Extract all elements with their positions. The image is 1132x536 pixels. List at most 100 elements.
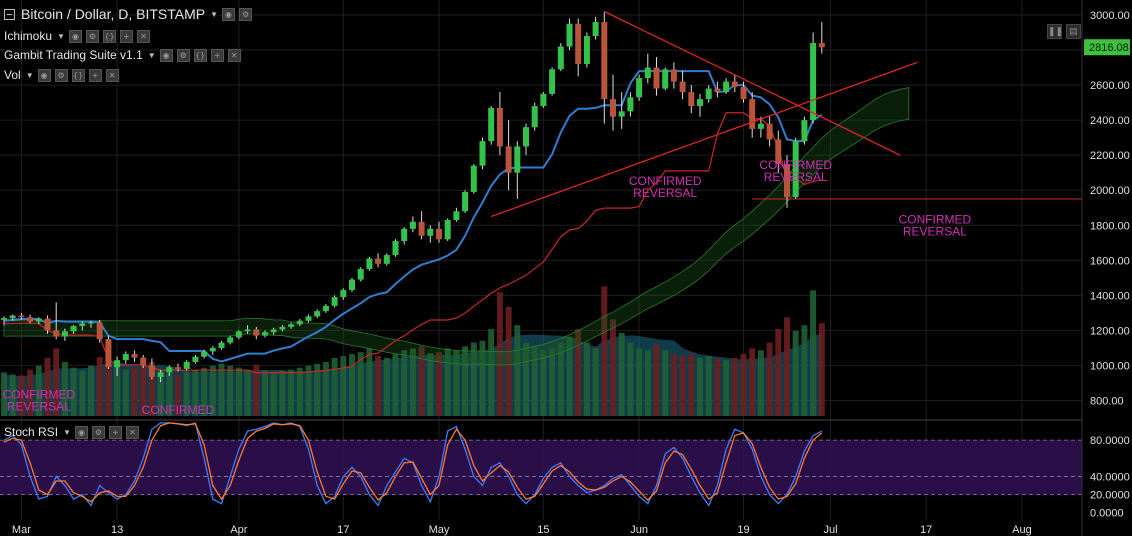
chevron-down-icon[interactable]: ▼ [57,31,65,41]
candle-body [53,330,60,337]
indicator-label: Stoch RSI [4,425,59,439]
settings-icon[interactable]: ⚙ [54,68,68,82]
volume-bar [375,356,382,416]
settings-icon[interactable]: ⚙ [85,29,99,43]
settings-icon[interactable]: ⚙ [176,48,190,62]
candle-body [583,36,590,65]
candle-body [514,146,521,173]
trendline [604,10,901,156]
chart-title-legend[interactable]: Bitcoin / Dollar, D, BITSTAMP ▼ ◉ ⚙ [4,6,253,22]
close-icon[interactable]: ✕ [136,29,150,43]
indicator-ichimoku[interactable]: Ichimoku ▼ ◉ ⚙ {} + ✕ [4,29,150,43]
volume-bar [114,363,121,416]
candle-body [549,69,556,94]
volume-bar [679,356,686,416]
pause-icon[interactable]: ❚❚ [1047,24,1063,39]
stoch-axis-label: 20.0000 [1090,490,1130,502]
candle-body [601,22,608,100]
candle-body [253,329,260,336]
time-axis-label: Aug [1012,524,1032,536]
candle-body [540,93,547,107]
candle-body [801,120,808,142]
candle-body [244,329,251,332]
volume-bar [670,354,677,416]
volume-bar [61,361,68,416]
annotation-reversal: REVERSAL [7,400,71,414]
candle-body [409,221,416,229]
candle-body [557,46,564,70]
eye-icon[interactable]: ◉ [68,29,82,43]
annotation-confirmed: CONFIRMED [899,213,972,227]
volume-bar [262,370,268,416]
eye-icon[interactable]: ◉ [37,68,51,82]
chevron-down-icon[interactable]: ▼ [63,427,71,437]
volume-bar [540,350,547,416]
candle-body [496,107,503,147]
indicator-volume[interactable]: Vol ▼ ◉ ⚙ {} + ✕ [4,68,119,82]
time-axis-label: Jun [630,524,648,536]
candle-body [70,326,77,332]
eye-icon[interactable]: ◉ [222,7,236,21]
add-icon[interactable]: + [119,29,133,43]
pane-menu-icon[interactable]: ▤ [1066,24,1081,39]
eye-icon[interactable]: ◉ [159,48,173,62]
add-icon[interactable]: + [88,68,102,82]
volume-bar [418,346,425,416]
add-icon[interactable]: + [108,425,122,439]
source-code-icon[interactable]: {} [102,29,116,43]
annotation-reversal: REVERSAL [903,225,967,239]
trendline [490,61,918,218]
close-icon[interactable]: ✕ [105,68,119,82]
volume-bar [296,367,303,416]
candle-body [444,220,451,240]
volume-bar [88,365,94,416]
candle-body [679,81,686,93]
source-code-icon[interactable]: {} [71,68,85,82]
volume-bar [784,317,790,416]
ichimoku-cloud [3,86,910,366]
candle-body [757,123,764,129]
candle-body [418,221,425,236]
close-icon[interactable]: ✕ [227,48,241,62]
chevron-down-icon[interactable]: ▼ [147,50,156,60]
candle-body [775,139,782,164]
time-axis-label: Apr [230,524,247,536]
stoch-axis-label: 80.0000 [1090,435,1130,447]
close-icon[interactable]: ✕ [125,425,139,439]
volume-bar [235,367,242,416]
candle-body [401,228,408,242]
volume-bar [740,354,747,416]
candle-body [262,332,268,336]
volume-bar [340,356,347,416]
annotation-confirmed: CONFIRMED [142,403,215,417]
stoch-axis-label: 40.0000 [1090,471,1130,483]
time-axis-label: Jul [823,524,837,536]
indicator-stoch-rsi[interactable]: Stoch RSI ▼ ◉ ⚙ + ✕ [4,425,139,439]
candle-body [79,323,86,327]
volume-bar [183,371,190,416]
add-icon[interactable]: + [210,48,224,62]
price-axis-label: 2000.00 [1090,185,1130,197]
candle-body [140,357,147,366]
candle-body [183,361,190,369]
source-code-icon[interactable]: {} [193,48,207,62]
chevron-down-icon[interactable]: ▼ [210,9,219,19]
volume-bar [383,358,390,416]
candle-body [366,258,373,270]
annotation-confirmed: CONFIRMED [759,158,832,172]
candle-body [166,367,173,373]
pane-controls[interactable]: ❚❚ ▤ [1047,24,1081,39]
settings-icon[interactable]: ⚙ [239,7,253,21]
candle-body [749,99,756,129]
volume-bar [662,350,669,416]
candle-body [235,331,242,338]
chevron-down-icon[interactable]: ▼ [25,70,34,80]
settings-icon[interactable]: ⚙ [91,425,105,439]
candle-body [227,337,234,343]
volume-bar [218,363,225,416]
collapse-icon[interactable] [4,8,15,20]
indicator-gambit[interactable]: Gambit Trading Suite v1.1 ▼ ◉ ⚙ {} + ✕ [4,48,241,62]
eye-icon[interactable]: ◉ [74,425,88,439]
candle-body [375,258,382,264]
